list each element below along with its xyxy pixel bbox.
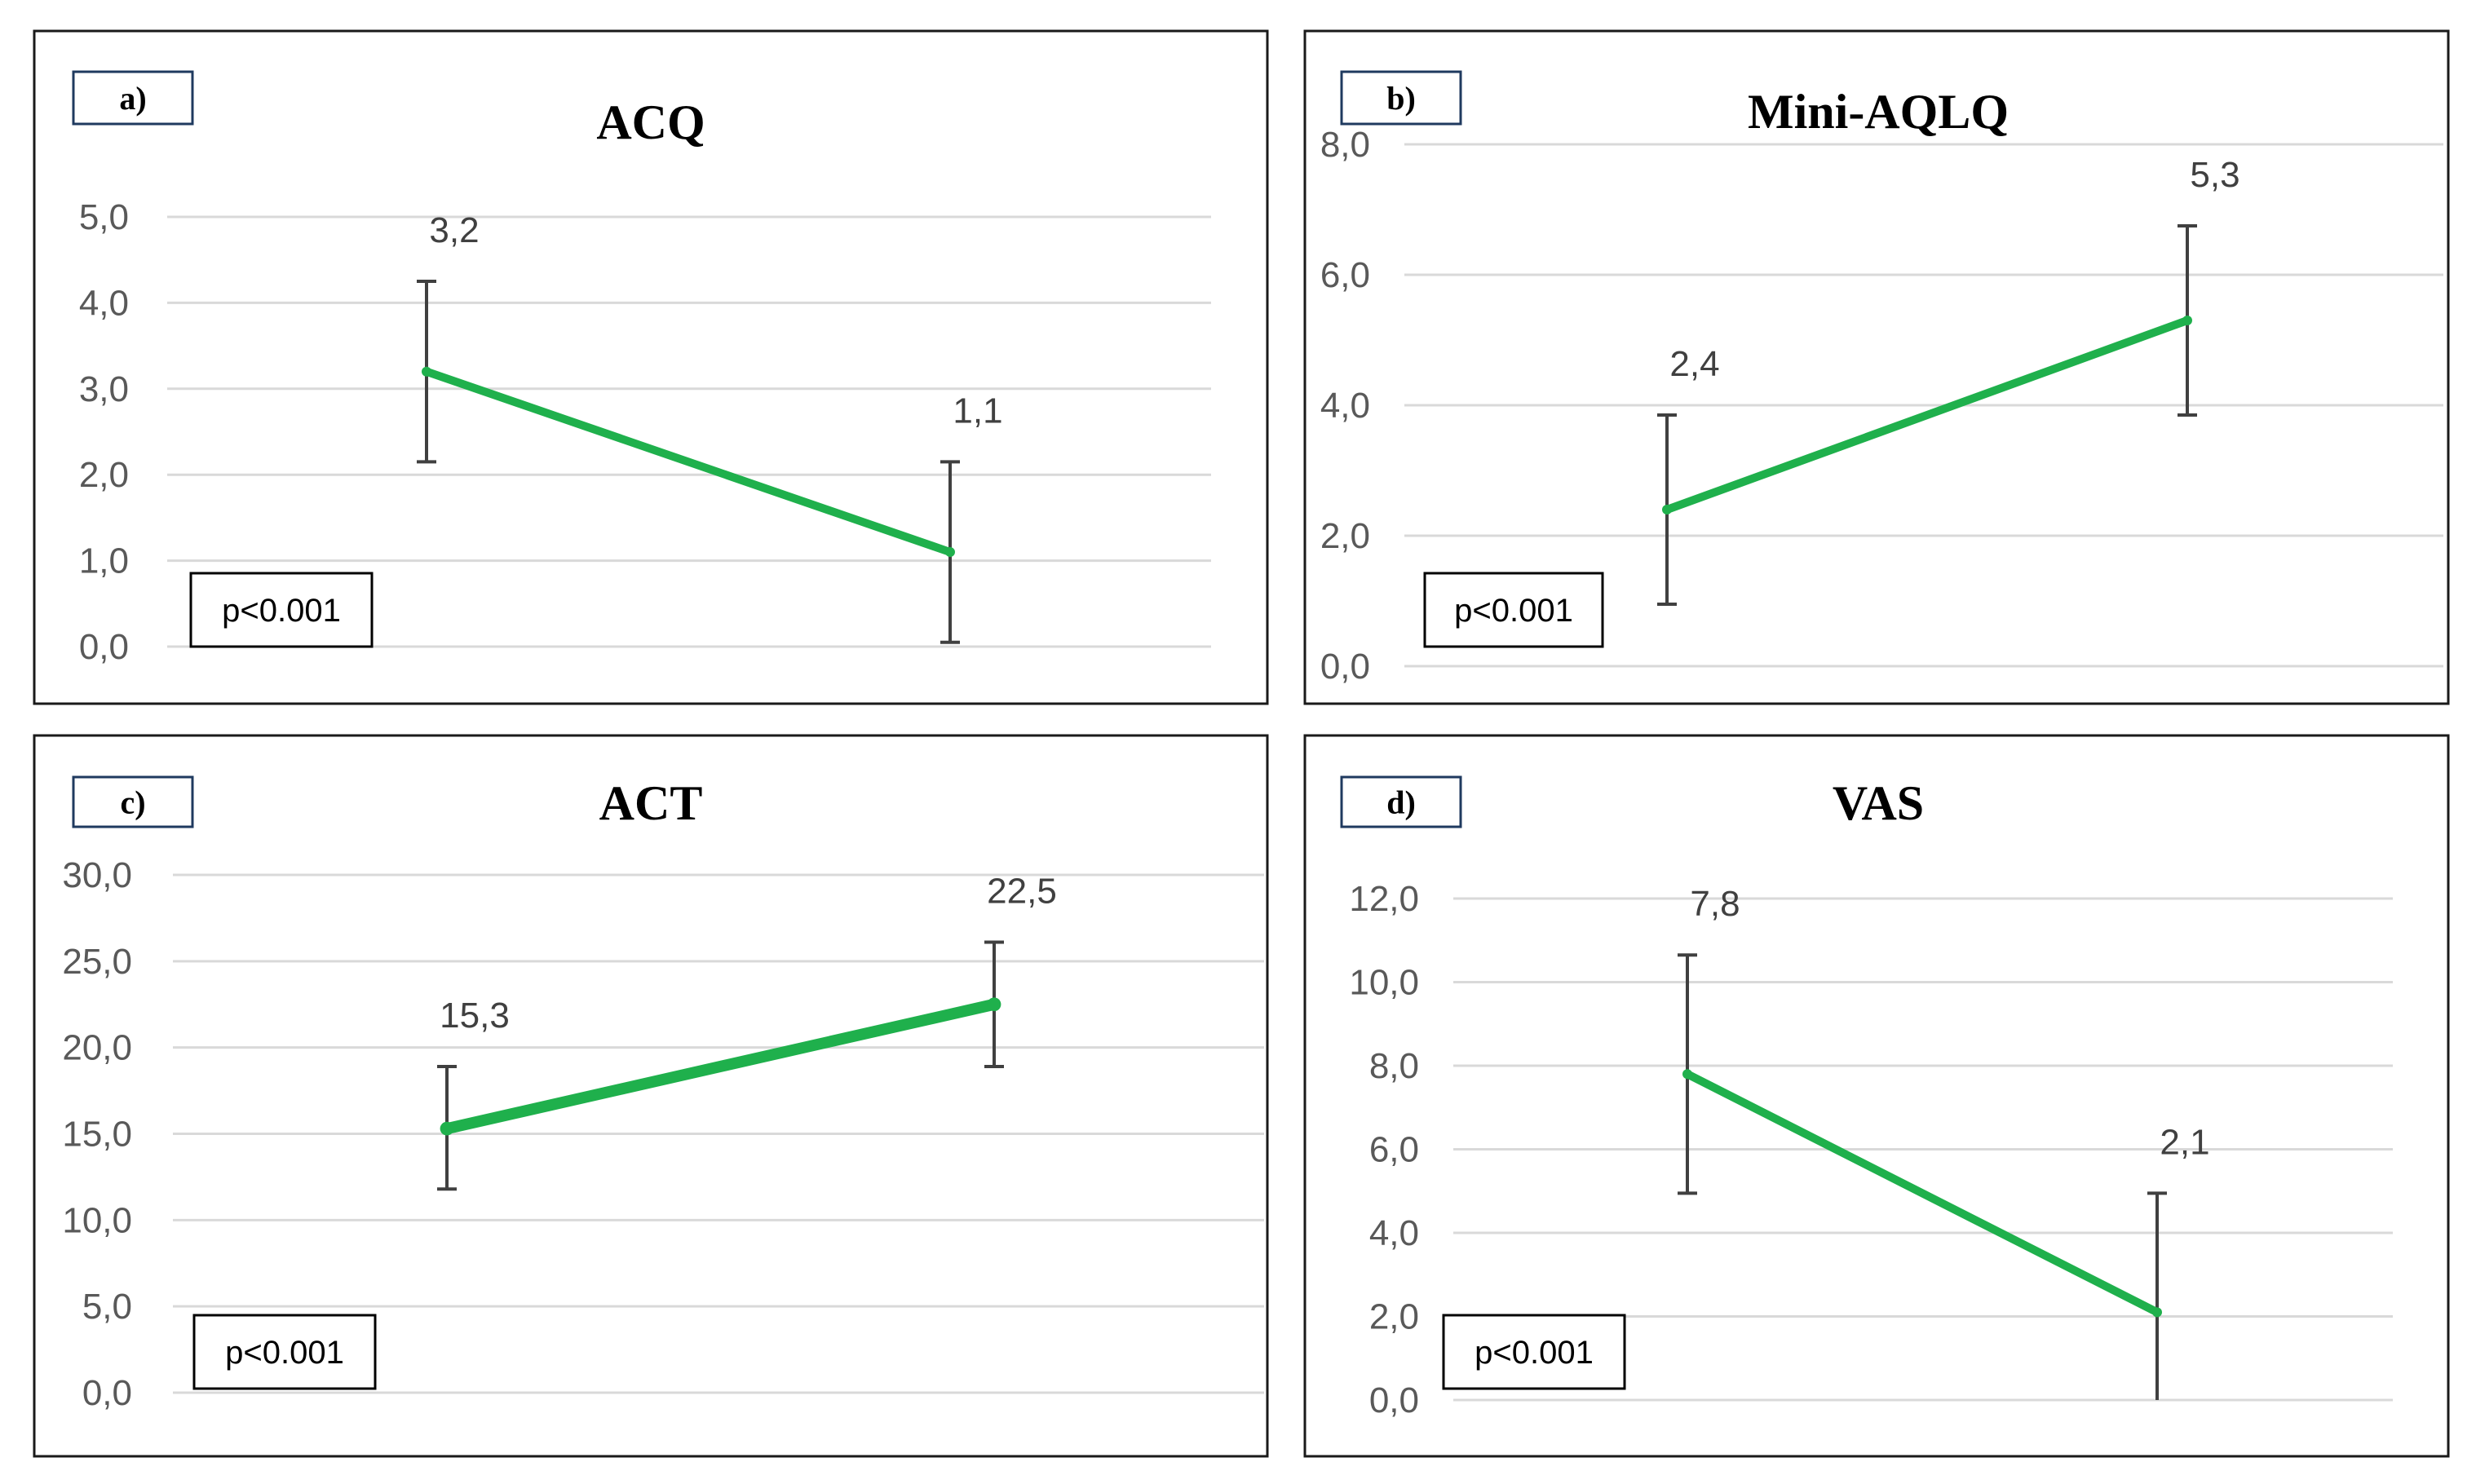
y-tick-label: 6,0 bbox=[1320, 255, 1370, 295]
y-tick-label: 8,0 bbox=[1369, 1046, 1419, 1086]
y-tick-label: 6,0 bbox=[1369, 1130, 1419, 1170]
y-tick-label: 5,0 bbox=[82, 1287, 132, 1327]
y-tick-label: 5,0 bbox=[79, 197, 129, 237]
chart-title: ACQ bbox=[596, 95, 705, 149]
p-value-label: p<0.001 bbox=[225, 1335, 344, 1371]
chart-panel-2: 0,0 2,0 4,0 6,0 8,0 Mini-AQLQ b) 2,4 5,3 p<0.001 bbox=[1303, 29, 2450, 705]
y-tick-label: 4,0 bbox=[79, 283, 129, 323]
p-value-label: p<0.001 bbox=[1475, 1335, 1594, 1371]
data-label: 7,8 bbox=[1690, 884, 1740, 924]
y-tick-label: 2,0 bbox=[1320, 516, 1370, 556]
series-line bbox=[1663, 316, 2191, 514]
data-point bbox=[1662, 505, 1672, 515]
series-line bbox=[422, 367, 954, 557]
y-tick-label: 2,0 bbox=[1369, 1297, 1419, 1337]
data-label: 22,5 bbox=[987, 872, 1057, 912]
y-tick-label: 3,0 bbox=[79, 369, 129, 409]
y-tick-label: 0,0 bbox=[82, 1373, 132, 1413]
p-value-box bbox=[1423, 572, 1604, 648]
p-value-box bbox=[192, 1314, 377, 1390]
panel-tag: d) bbox=[1386, 784, 1416, 821]
y-tick-label: 15,0 bbox=[62, 1115, 132, 1155]
panel-tag-box bbox=[1340, 775, 1462, 828]
y-tick-label: 25,0 bbox=[62, 942, 132, 982]
y-tick-label: 0,0 bbox=[1320, 647, 1370, 687]
data-label: 1,1 bbox=[953, 391, 1002, 431]
data-label: 2,1 bbox=[2160, 1122, 2209, 1162]
panel-tag: a) bbox=[119, 80, 146, 117]
p-value-label: p<0.001 bbox=[222, 593, 341, 629]
chart-title: Mini-AQLQ bbox=[1748, 85, 2009, 139]
panel-tag-box bbox=[1340, 70, 1462, 126]
data-label: 15,3 bbox=[440, 996, 510, 1036]
y-tick-label: 0,0 bbox=[79, 627, 129, 667]
data-label: 5,3 bbox=[2190, 155, 2239, 195]
panel-tag: b) bbox=[1386, 80, 1416, 117]
y-tick-label: 4,0 bbox=[1369, 1213, 1419, 1253]
series-line bbox=[441, 998, 1000, 1135]
series-line bbox=[1683, 1070, 2161, 1317]
y-tick-label: 1,0 bbox=[79, 541, 129, 581]
data-label: 2,4 bbox=[1669, 344, 1719, 384]
panel-tag: c) bbox=[120, 784, 145, 821]
panel-tag-box bbox=[72, 775, 194, 828]
data-point bbox=[945, 547, 955, 558]
data-point bbox=[440, 1121, 454, 1136]
data-label: 3,2 bbox=[429, 210, 479, 250]
chart-panel-1: 0,0 1,0 2,0 3,0 4,0 5,0 ACQ a) 3,2 1,1 p<0.001 bbox=[33, 29, 1269, 705]
y-tick-label: 0,0 bbox=[1369, 1380, 1419, 1420]
p-value-box bbox=[1442, 1314, 1626, 1390]
chart-panel-4: 0,0 2,0 4,0 6,0 8,0 10,0 12,0 VAS d) 7,8 2,1 p<0.00… bbox=[1303, 734, 2450, 1458]
p-value-box bbox=[189, 572, 374, 648]
y-tick-label: 8,0 bbox=[1320, 125, 1370, 165]
data-point bbox=[2182, 316, 2192, 325]
chart-title: ACT bbox=[599, 776, 703, 830]
y-tick-label: 30,0 bbox=[62, 855, 132, 895]
chart-panel-3: 0,0 5,0 10,0 15,0 20,0 25,0 30,0 ACT c) 15,3 22,5 p… bbox=[33, 734, 1269, 1458]
data-point bbox=[987, 997, 1001, 1012]
y-tick-label: 10,0 bbox=[62, 1200, 132, 1240]
chart-title: VAS bbox=[1833, 776, 1924, 830]
y-tick-label: 2,0 bbox=[79, 455, 129, 495]
p-value-label: p<0.001 bbox=[1454, 593, 1573, 629]
y-tick-label: 10,0 bbox=[1349, 963, 1419, 1003]
data-point bbox=[2152, 1307, 2162, 1318]
y-tick-label: 4,0 bbox=[1320, 386, 1370, 426]
y-tick-label: 12,0 bbox=[1349, 879, 1419, 919]
y-tick-label: 20,0 bbox=[62, 1028, 132, 1068]
data-point bbox=[422, 366, 431, 377]
data-point bbox=[1682, 1069, 1692, 1080]
panel-tag-box bbox=[72, 70, 194, 126]
